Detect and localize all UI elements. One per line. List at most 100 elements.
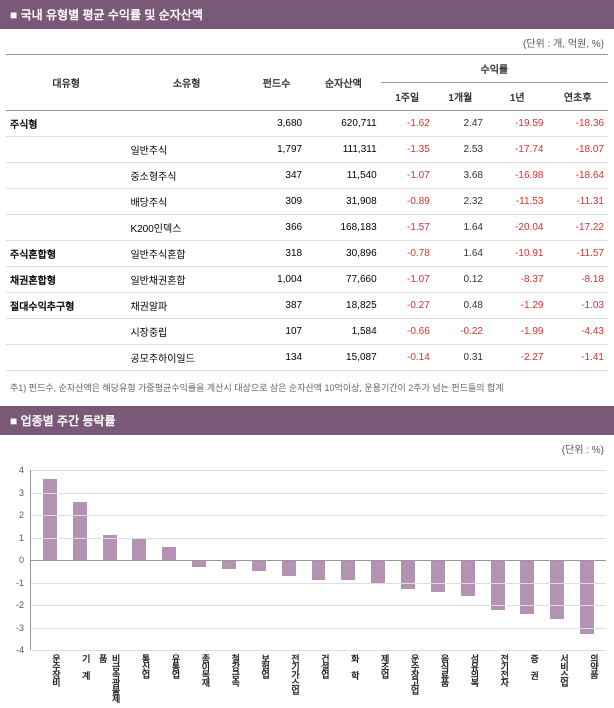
x-label: 운수장비 [35, 654, 63, 708]
x-label: 보험업 [244, 654, 272, 708]
bar [252, 560, 266, 571]
bar [282, 560, 296, 576]
grid-line [31, 605, 606, 606]
cell-r1w: -0.66 [381, 319, 434, 345]
x-label: 통신업 [125, 654, 153, 708]
cell-scat: 공모주하이일드 [126, 345, 246, 371]
cell-r1m: -0.22 [434, 319, 487, 345]
cell-r1y: -10.91 [487, 241, 547, 267]
cell-r1m: 0.31 [434, 345, 487, 371]
table-row: 공모주하이일드13415,087-0.140.31-2.27-1.41 [6, 345, 608, 371]
cell-r1m: 0.48 [434, 293, 487, 319]
x-label: 섬유의복 [453, 654, 481, 708]
zero-line [31, 560, 606, 561]
cell-r1y: -11.53 [487, 189, 547, 215]
x-label: 비금속광물제품 [95, 654, 123, 708]
returns-table-wrap: 대유형 소유형 펀드수 순자산액 수익률 1주일 1개월 1년 연초후 주식형3… [0, 54, 614, 379]
cell-r1m: 2.53 [434, 137, 487, 163]
chart-x-labels: 운수장비기 계비금속광물제품통신업유통업종이목재철강금속보험업전기가스업건설업화… [34, 654, 602, 708]
x-label: 증 권 [513, 654, 541, 708]
cell-scat [126, 111, 246, 137]
y-tick: 0 [0, 555, 24, 565]
cell-r1y: -8.37 [487, 267, 547, 293]
bar [431, 560, 445, 592]
cell-nfunds: 309 [247, 189, 306, 215]
cell-nav: 30,896 [306, 241, 381, 267]
y-tick: 4 [0, 465, 24, 475]
cell-r1w: -1.07 [381, 267, 434, 293]
cell-scat: 채권알파 [126, 293, 246, 319]
x-label: 종이목재 [184, 654, 212, 708]
x-label: 제조업 [364, 654, 392, 708]
cell-r1y: -1.29 [487, 293, 547, 319]
bar [132, 538, 146, 561]
cell-rytd: -18.07 [547, 137, 608, 163]
table-row: 채권혼합형일반채권혼합1,00477,660-1.070.12-8.37-8.1… [6, 267, 608, 293]
bar [491, 560, 505, 610]
x-label: 전기가스업 [274, 654, 302, 708]
x-label: 기 계 [65, 654, 93, 708]
bar [341, 560, 355, 580]
cell-lcat: 채권혼합형 [6, 267, 126, 293]
grid-line [31, 583, 606, 584]
bar [192, 560, 206, 567]
cell-nfunds: 107 [247, 319, 306, 345]
bar [580, 560, 594, 634]
bar [461, 560, 475, 596]
table-row: 주식혼합형일반주식혼합31830,896-0.781.64-10.91-11.5… [6, 241, 608, 267]
bar [312, 560, 326, 580]
grid-line [31, 538, 606, 539]
grid-line [31, 470, 606, 471]
bar [162, 547, 176, 561]
cell-rytd: -18.36 [547, 111, 608, 137]
cell-lcat: 주식형 [6, 111, 126, 137]
cell-lcat [6, 215, 126, 241]
cell-r1w: -0.78 [381, 241, 434, 267]
cell-rytd: -4.43 [547, 319, 608, 345]
cell-lcat: 절대수익추구형 [6, 293, 126, 319]
cell-rytd: -1.03 [547, 293, 608, 319]
chart-plot [30, 470, 606, 650]
cell-lcat [6, 319, 126, 345]
bar [222, 560, 236, 569]
cell-nfunds: 347 [247, 163, 306, 189]
cell-r1y: -20.04 [487, 215, 547, 241]
cell-r1w: -1.57 [381, 215, 434, 241]
grid-line [31, 650, 606, 651]
y-tick: 2 [0, 510, 24, 520]
cell-r1w: -0.27 [381, 293, 434, 319]
th-rytd: 연초후 [547, 83, 608, 111]
cell-lcat [6, 189, 126, 215]
bar [371, 560, 385, 583]
y-tick: 1 [0, 533, 24, 543]
cell-r1w: -0.14 [381, 345, 434, 371]
x-label: 유통업 [155, 654, 183, 708]
cell-nfunds: 387 [247, 293, 306, 319]
cell-nfunds: 134 [247, 345, 306, 371]
table-row: 시장중립1071,584-0.66-0.22-1.99-4.43 [6, 319, 608, 345]
cell-nav: 18,825 [306, 293, 381, 319]
cell-rytd: -11.31 [547, 189, 608, 215]
y-tick: -2 [0, 600, 24, 610]
cell-nav: 111,311 [306, 137, 381, 163]
cell-nfunds: 3,680 [247, 111, 306, 137]
table-row: 주식형3,680620,711-1.622.47-19.59-18.36 [6, 111, 608, 137]
cell-r1m: 1.64 [434, 241, 487, 267]
cell-rytd: -8.18 [547, 267, 608, 293]
section2-title: ■ 업종별 주간 등락률 [0, 406, 614, 435]
cell-r1y: -19.59 [487, 111, 547, 137]
cell-scat: 일반주식 [126, 137, 246, 163]
section1-unit: (단위 : 개, 억원, %) [0, 29, 614, 54]
cell-r1y: -2.27 [487, 345, 547, 371]
cell-scat: 시장중립 [126, 319, 246, 345]
cell-lcat: 주식혼합형 [6, 241, 126, 267]
section2-unit: (단위 : %) [0, 435, 614, 460]
cell-nav: 77,660 [306, 267, 381, 293]
bar [73, 502, 87, 561]
cell-r1m: 1.64 [434, 215, 487, 241]
grid-line [31, 628, 606, 629]
cell-r1m: 3.68 [434, 163, 487, 189]
cell-lcat [6, 163, 126, 189]
x-label: 건설업 [304, 654, 332, 708]
bar [550, 560, 564, 619]
